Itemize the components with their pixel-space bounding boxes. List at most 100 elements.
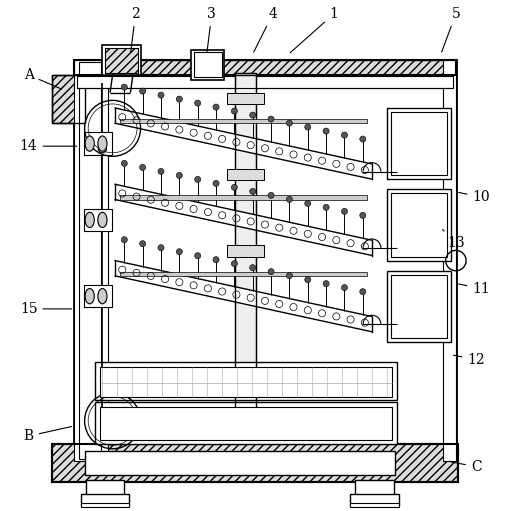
Ellipse shape [98, 212, 107, 227]
Circle shape [194, 252, 201, 259]
Bar [349, 494, 398, 505]
Circle shape [322, 204, 328, 211]
Bar [193, 52, 221, 78]
Bar [102, 45, 140, 75]
Bar [80, 494, 129, 505]
Text: A: A [23, 68, 62, 89]
Bar [51, 444, 458, 482]
Circle shape [341, 285, 347, 291]
Bar [83, 208, 111, 231]
Bar [83, 132, 111, 155]
Bar [51, 444, 458, 482]
Text: 2: 2 [130, 7, 139, 52]
Circle shape [304, 200, 310, 206]
Bar [120, 119, 366, 123]
Circle shape [249, 112, 256, 118]
Text: B: B [23, 427, 72, 443]
Bar [51, 75, 84, 123]
Bar [386, 190, 450, 261]
Bar [100, 367, 391, 397]
Circle shape [268, 192, 274, 198]
Bar [227, 245, 263, 257]
Bar [77, 77, 453, 88]
Text: 4: 4 [253, 7, 277, 52]
Circle shape [304, 276, 310, 283]
Bar [95, 402, 397, 444]
Circle shape [322, 281, 328, 287]
Text: 10: 10 [458, 190, 489, 204]
Bar [100, 407, 391, 440]
Bar [227, 92, 263, 104]
Circle shape [194, 176, 201, 182]
Circle shape [268, 116, 274, 122]
Text: 1: 1 [290, 7, 337, 53]
Circle shape [268, 269, 274, 275]
Circle shape [176, 96, 182, 102]
Circle shape [194, 100, 201, 106]
Bar [51, 75, 84, 123]
Circle shape [158, 92, 164, 98]
Bar [74, 60, 455, 75]
Circle shape [359, 136, 365, 142]
Circle shape [304, 124, 310, 130]
Text: 15: 15 [20, 302, 72, 316]
Bar [95, 362, 397, 401]
Circle shape [231, 108, 237, 114]
Circle shape [231, 261, 237, 267]
Bar [105, 48, 138, 74]
Circle shape [231, 184, 237, 191]
Circle shape [158, 245, 164, 251]
Ellipse shape [98, 136, 107, 151]
Bar [386, 271, 450, 342]
Circle shape [286, 120, 292, 126]
Bar [84, 451, 394, 475]
Circle shape [249, 265, 256, 271]
Circle shape [158, 168, 164, 174]
Circle shape [359, 212, 365, 218]
Ellipse shape [85, 212, 94, 227]
Polygon shape [115, 261, 371, 332]
Bar [390, 275, 446, 338]
Circle shape [139, 165, 146, 171]
Circle shape [286, 196, 292, 202]
Polygon shape [115, 184, 371, 256]
Circle shape [176, 249, 182, 255]
Bar [83, 285, 111, 308]
Bar [78, 62, 101, 459]
Bar [191, 50, 224, 80]
Bar [390, 112, 446, 175]
Ellipse shape [85, 289, 94, 304]
Bar [105, 48, 138, 74]
Bar [354, 480, 393, 496]
Circle shape [286, 272, 292, 278]
Bar [74, 60, 455, 461]
Text: 11: 11 [458, 282, 489, 295]
Ellipse shape [85, 136, 94, 151]
Ellipse shape [98, 289, 107, 304]
Circle shape [121, 160, 127, 167]
Bar [349, 503, 398, 507]
Text: 14: 14 [20, 139, 76, 153]
Bar [120, 196, 366, 200]
Circle shape [139, 241, 146, 247]
Bar [390, 194, 446, 257]
Circle shape [341, 208, 347, 215]
Text: 12: 12 [453, 353, 484, 367]
Bar [120, 272, 366, 276]
Circle shape [341, 132, 347, 138]
Bar [227, 169, 263, 180]
Circle shape [176, 172, 182, 178]
Bar [80, 503, 129, 507]
Bar [86, 480, 124, 496]
Bar [74, 60, 107, 461]
Circle shape [121, 84, 127, 90]
Circle shape [213, 104, 219, 110]
Bar [234, 74, 256, 421]
Bar [74, 60, 455, 75]
Circle shape [139, 88, 146, 94]
Text: C: C [450, 459, 480, 474]
Circle shape [322, 128, 328, 134]
Circle shape [213, 180, 219, 187]
Circle shape [249, 189, 256, 194]
Circle shape [121, 237, 127, 243]
